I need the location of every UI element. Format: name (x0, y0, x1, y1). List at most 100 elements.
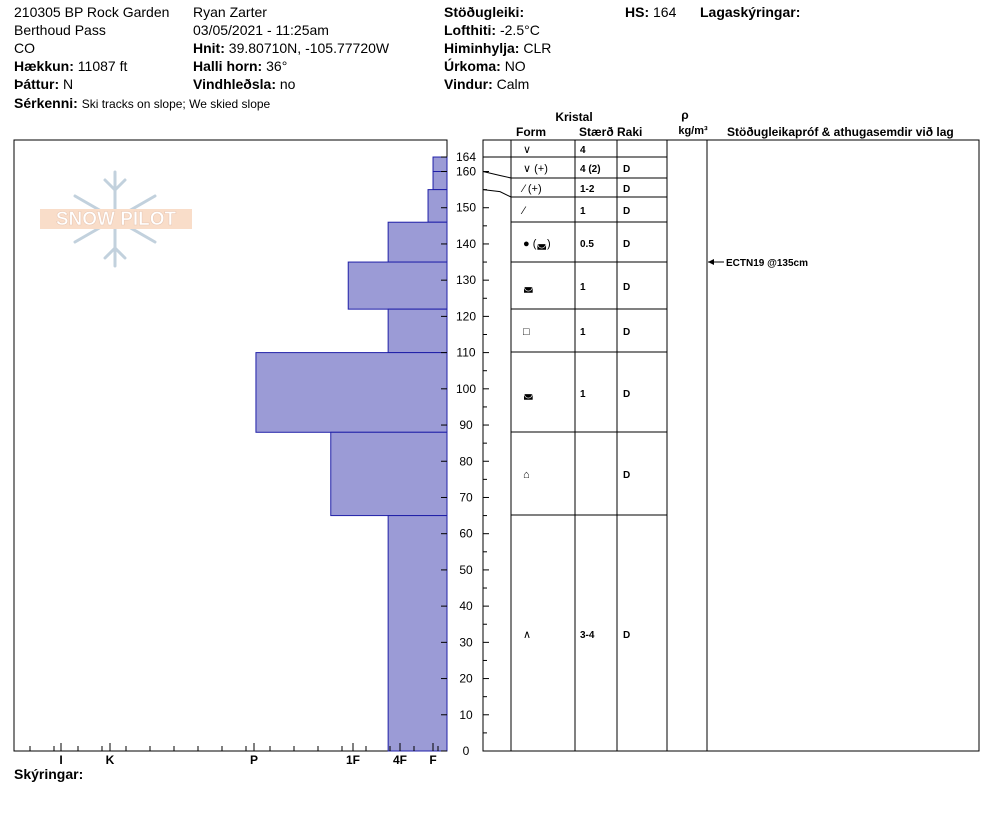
grain-moisture: D (623, 630, 630, 641)
grain-moisture: D (623, 239, 630, 250)
y-tick-label: 50 (459, 563, 473, 577)
y-tick-label: 10 (459, 708, 473, 722)
profile-title: 210305 BP Rock Garden (14, 4, 170, 20)
hardness-bar (387, 515, 448, 752)
test-arrow-head (708, 259, 714, 265)
logo-text: SNOW PILOT (56, 209, 177, 230)
grain-table-rows: ∨ 4 ∨ (+) 4 (2) D ⁄ (+) 1-2 D ⁄ 1 D ● (◛) 0.5 D ◛ 1 D □ 1 D… (511, 144, 667, 641)
features-row: Sérkenni: Ski tracks on slope; We skied … (14, 94, 270, 113)
grain-form: ◛ (523, 281, 534, 293)
grain-size: 0.5 (580, 239, 594, 250)
y-tick-label: 60 (459, 527, 473, 541)
slope-value: 36° (266, 58, 288, 74)
y-tick-label: 100 (456, 382, 476, 396)
connector-line (482, 171, 512, 179)
layer-notes-row: Lagaskýringar: (700, 3, 800, 21)
grain-form: ∧ (523, 629, 531, 641)
y-tick-label: 20 (459, 672, 473, 686)
grain-form: ⌂ (523, 469, 530, 481)
grain-form: ⁄ (520, 205, 527, 217)
coords-label: Hnit: (193, 40, 225, 56)
connector-line (482, 189, 512, 198)
y-tick-label: 150 (456, 201, 476, 215)
height-axis: 0 10 20 30 40 50 60 70 80 90 100 110 120 130 140 150 160… (441, 150, 489, 758)
aspect-row: Þáttur: N (14, 75, 73, 93)
grain-size: 1 (580, 327, 586, 338)
elevation-label: Hækkun: (14, 58, 74, 74)
elevation-value: 11087 ft (77, 58, 128, 74)
grain-moisture: D (623, 327, 630, 338)
grain-moisture: D (623, 164, 630, 175)
grain-form: ∨ (523, 144, 531, 156)
precip-row: Úrkoma: NO (444, 57, 526, 75)
y-tick-label: 110 (456, 346, 475, 360)
grain-form: ◛ (523, 388, 534, 400)
header-crystal: Kristal (555, 110, 592, 124)
header-size: Stærð (579, 125, 614, 139)
y-tick-label: 160 (456, 165, 476, 179)
grain-size: 1 (580, 206, 586, 217)
header-density-unit: kg/m³ (678, 125, 708, 137)
hardness-axis: I K P 1F 4F F (29, 743, 439, 767)
sky-label: Himinhylja: (444, 40, 520, 56)
hardness-bars (255, 156, 448, 752)
sky-value: CLR (523, 40, 552, 56)
stability-label: Stöðugleiki: (444, 4, 525, 20)
y-tick-label: 0 (463, 744, 470, 758)
snowpilot-logo: SNOW PILOT (40, 170, 192, 268)
x-tick-label: 1F (346, 753, 360, 767)
x-tick-label: K (106, 753, 115, 767)
wind-loading-value: no (279, 76, 296, 92)
grain-size: 1-2 (580, 184, 595, 195)
layer-connectors (482, 156, 512, 198)
y-tick-label: 90 (459, 418, 473, 432)
grain-moisture: D (623, 470, 630, 481)
x-tick-label: P (250, 753, 258, 767)
grain-size: 4 (2) (580, 164, 601, 175)
wind-value: Calm (496, 76, 530, 92)
coords-value: 39.80710N, -105.77720W (228, 40, 390, 56)
air-temp-value: -2.5°C (499, 22, 540, 38)
aspect-label: Þáttur: (14, 76, 60, 92)
wind-loading-label: Vindhleðsla: (193, 76, 276, 92)
footer-notes-row: Skýringar: (14, 765, 83, 783)
test-result-label: ECTN19 @135cm (726, 258, 808, 269)
hardness-bar (432, 156, 448, 173)
hardness-bar (387, 308, 448, 354)
header-tests: Stöðugleikapróf & athugasemdir við lag (727, 125, 954, 139)
header-moisture: Raki (617, 125, 642, 139)
grain-form: ● (◛) (523, 238, 551, 250)
header-rho: ρ (681, 108, 688, 122)
hs-value: 164 (653, 4, 677, 20)
footer-notes-label: Skýringar: (14, 766, 84, 782)
x-tick-label: F (429, 753, 436, 767)
datetime: 03/05/2021 - 11:25am (193, 22, 329, 38)
hardness-bar (427, 189, 448, 223)
grain-moisture: D (623, 184, 630, 195)
y-tick-label: 120 (456, 309, 476, 323)
location: Berthoud Pass (14, 22, 106, 38)
stability-row: Stöðugleiki: (444, 3, 524, 21)
grain-size: 4 (580, 145, 586, 156)
y-tick-label: 80 (459, 454, 473, 468)
features-value: Ski tracks on slope; We skied slope (81, 97, 271, 111)
table-frame (482, 139, 980, 752)
y-tick-label: 70 (459, 490, 473, 504)
features-label: Sérkenni: (14, 95, 78, 111)
observer: Ryan Zarter (193, 4, 267, 20)
coords-row: Hnit: 39.80710N, -105.77720W (193, 39, 389, 57)
wind-loading-row: Vindhleðsla: no (193, 75, 295, 93)
hs-label: HS: (625, 4, 650, 20)
hardness-bar (347, 261, 448, 310)
hs-row: HS: 164 (625, 3, 676, 21)
grain-moisture: D (623, 389, 630, 400)
precip-label: Úrkoma: (444, 58, 501, 74)
hardness-bar (387, 221, 448, 263)
layer-notes-label: Lagaskýringar: (700, 4, 801, 20)
y-tick-label: 164 (456, 150, 476, 164)
grain-form: ⁄ (+) (520, 183, 542, 195)
grain-size: 1 (580, 282, 586, 293)
state: CO (14, 40, 35, 56)
grain-size: 3-4 (580, 630, 595, 641)
